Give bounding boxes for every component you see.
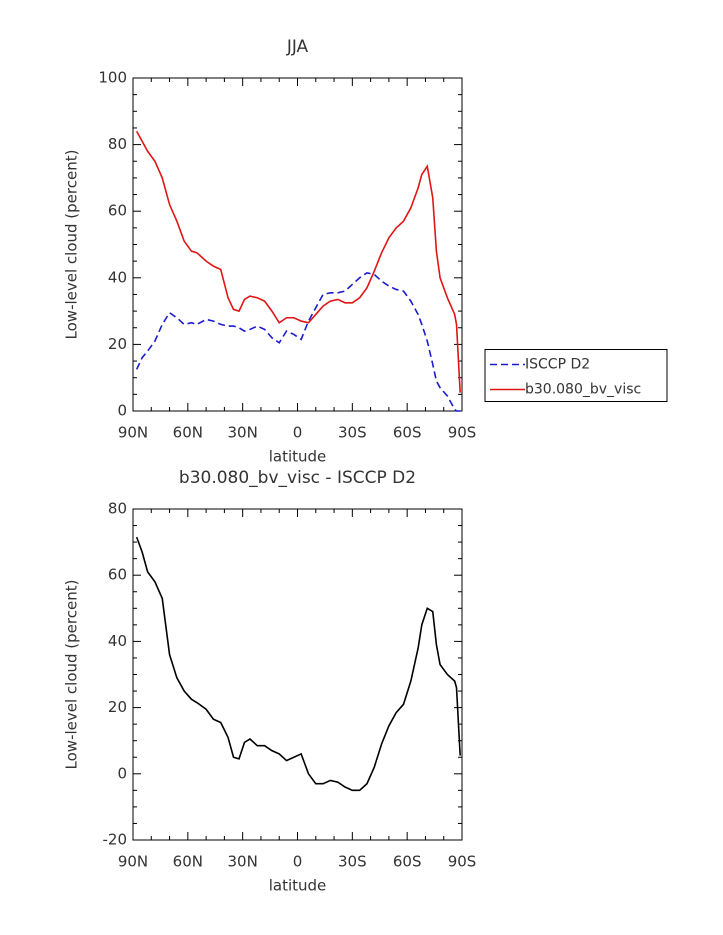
data-line — [135, 271, 461, 412]
chart-title: b30.080_bv_visc - ISCCP D2 — [179, 468, 416, 488]
x-tick-label: 90N — [118, 424, 148, 442]
legend-box — [484, 349, 668, 402]
x-tick-label: 0 — [293, 853, 303, 871]
y-tick-label: 40 — [108, 632, 127, 650]
plot-frame — [132, 77, 463, 412]
y-tick-label: 20 — [108, 698, 127, 716]
legend-label: ISCCP D2 — [525, 357, 590, 373]
x-tick-label: 60N — [173, 853, 203, 871]
y-tick-label: 0 — [117, 764, 127, 782]
x-tick-label: 30N — [228, 853, 258, 871]
x-tick-label: 60S — [393, 853, 422, 871]
y-tick-label: 0 — [117, 402, 127, 420]
y-tick-label: 80 — [108, 500, 127, 518]
x-axis-label: latitude — [269, 448, 327, 466]
y-tick-label: 40 — [108, 268, 127, 286]
x-tick-label: 90S — [448, 853, 477, 871]
data-line — [135, 536, 461, 792]
y-axis-label: Low-level cloud (percent) — [63, 580, 81, 770]
data-line — [135, 130, 461, 393]
x-axis-label: latitude — [269, 877, 327, 895]
x-tick-label: 30N — [228, 424, 258, 442]
chart-title: JJA — [286, 37, 309, 57]
x-tick-label: 90N — [118, 853, 148, 871]
x-tick-label: 90S — [448, 424, 477, 442]
y-tick-label: 20 — [108, 335, 127, 353]
y-axis-label: Low-level cloud (percent) — [63, 150, 81, 340]
y-tick-label: 80 — [108, 135, 127, 153]
x-tick-label: 60N — [173, 424, 203, 442]
y-tick-label: 60 — [108, 202, 127, 220]
legend-label: b30.080_bv_visc — [525, 382, 641, 398]
y-tick-label: -20 — [103, 831, 128, 849]
x-tick-label: 30S — [338, 853, 367, 871]
x-tick-label: 0 — [293, 424, 303, 442]
y-tick-label: 60 — [108, 566, 127, 584]
x-tick-label: 60S — [393, 424, 422, 442]
x-tick-label: 30S — [338, 424, 367, 442]
y-tick-label: 100 — [98, 69, 127, 87]
